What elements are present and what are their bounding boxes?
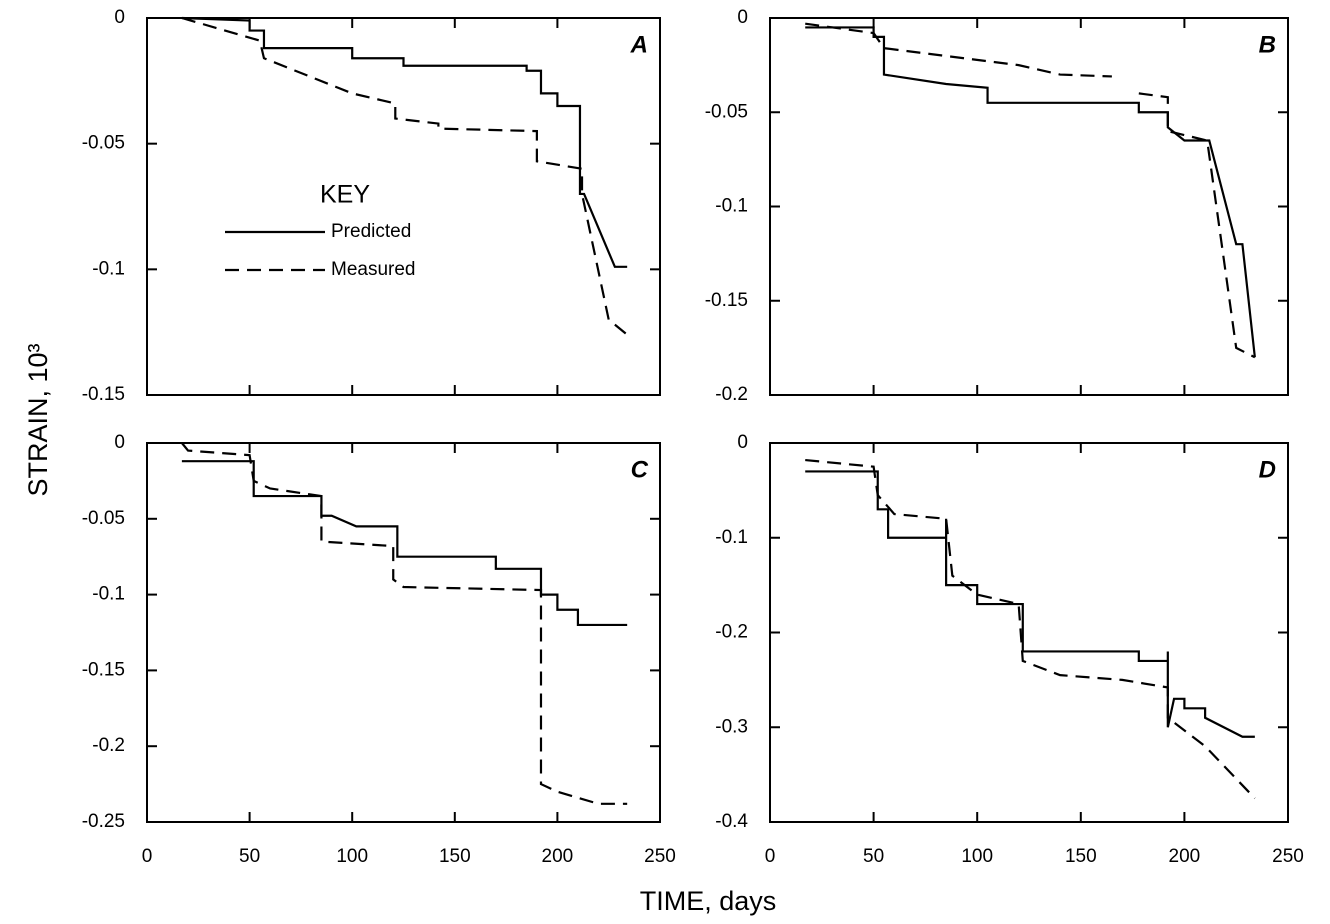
x-tick-label: 100 bbox=[336, 846, 368, 867]
y-tick-label: 0 bbox=[737, 7, 748, 28]
x-tick-label: 250 bbox=[644, 846, 676, 867]
y-tick-label: -0.3 bbox=[715, 716, 748, 737]
panel-label: A bbox=[630, 31, 648, 58]
y-tick-label: -0.05 bbox=[705, 101, 748, 122]
y-tick-label: -0.15 bbox=[82, 384, 125, 405]
x-tick-label: 100 bbox=[961, 846, 993, 867]
x-tick-label: 150 bbox=[439, 846, 471, 867]
panel-label: B bbox=[1259, 31, 1276, 58]
x-tick-label: 200 bbox=[1169, 846, 1201, 867]
series-line bbox=[805, 458, 1256, 800]
legend-title: KEY bbox=[320, 181, 370, 209]
x-tick-label: 50 bbox=[239, 846, 260, 867]
series-line bbox=[181, 16, 628, 268]
y-tick-label: 0 bbox=[114, 432, 125, 453]
x-tick-label: 150 bbox=[1065, 846, 1097, 867]
plot-frame bbox=[146, 442, 661, 823]
panel-label: C bbox=[631, 456, 649, 483]
y-axis-label: STRAIN, 10³ bbox=[23, 343, 53, 496]
x-tick-label: 0 bbox=[765, 846, 776, 867]
y-tick-label: -0.2 bbox=[715, 622, 748, 643]
panel-label: D bbox=[1259, 456, 1276, 483]
x-tick-label: 50 bbox=[863, 846, 884, 867]
x-tick-label: 200 bbox=[542, 846, 574, 867]
y-tick-label: -0.1 bbox=[715, 196, 748, 217]
series-line bbox=[181, 460, 628, 627]
plot-frame bbox=[769, 17, 1289, 396]
y-tick-label: -0.15 bbox=[82, 659, 125, 680]
y-tick-label: -0.1 bbox=[92, 258, 125, 279]
series-line bbox=[181, 442, 628, 805]
y-tick-label: -0.05 bbox=[82, 508, 125, 529]
x-tick-label: 0 bbox=[142, 846, 153, 867]
y-tick-label: -0.1 bbox=[92, 584, 125, 605]
series-line bbox=[805, 22, 1112, 78]
y-tick-label: -0.2 bbox=[92, 735, 125, 756]
legend-label: Predicted bbox=[331, 221, 411, 242]
series-line bbox=[805, 470, 1255, 738]
series-line bbox=[805, 26, 1256, 358]
y-tick-label: -0.1 bbox=[715, 527, 748, 548]
series-line bbox=[1138, 92, 1256, 359]
y-tick-label: 0 bbox=[114, 7, 125, 28]
legend-label: Measured bbox=[331, 259, 416, 280]
y-tick-label: -0.15 bbox=[705, 290, 748, 311]
y-tick-label: -0.2 bbox=[715, 384, 748, 405]
x-axis-label: TIME, days bbox=[640, 886, 777, 916]
x-tick-label: 250 bbox=[1272, 846, 1304, 867]
y-tick-label: 0 bbox=[737, 432, 748, 453]
plot-frame bbox=[146, 17, 661, 396]
y-tick-label: -0.4 bbox=[715, 811, 748, 832]
y-tick-label: -0.25 bbox=[82, 811, 125, 832]
y-tick-label: -0.05 bbox=[82, 133, 125, 154]
series-line bbox=[181, 16, 628, 336]
plot-frame bbox=[769, 442, 1289, 823]
